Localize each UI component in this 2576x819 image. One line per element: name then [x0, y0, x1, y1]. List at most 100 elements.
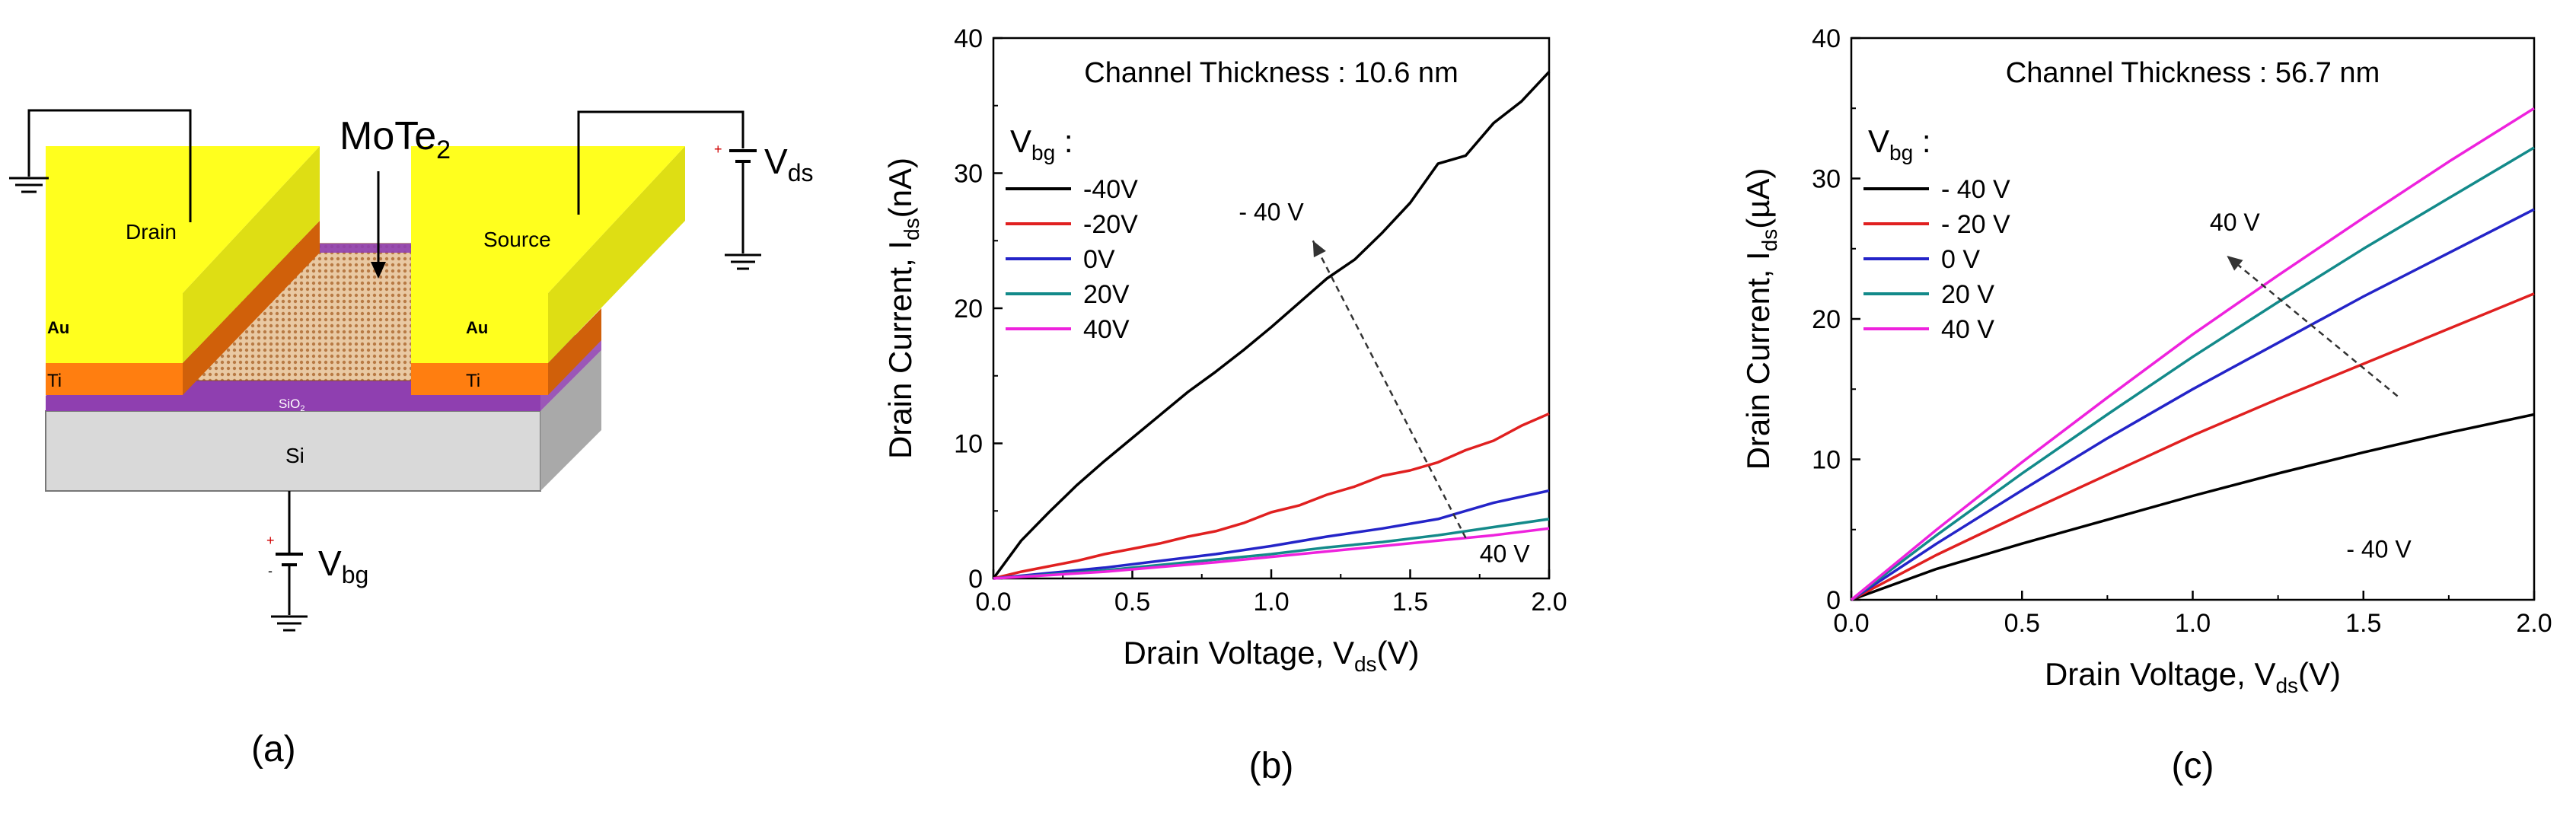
- legend-label-1: - 20 V: [1941, 210, 2010, 239]
- annotation-arrowhead: [2227, 255, 2243, 271]
- legend-title-sub: bg: [1031, 141, 1055, 164]
- legend-label-1: -20V: [1083, 210, 1138, 239]
- vds-battery-icon: [725, 149, 761, 270]
- legend-title: Vbg :: [1868, 123, 1931, 164]
- ground-icon: [9, 177, 49, 193]
- series-line-4: [1850, 107, 2535, 601]
- vbg-label-sub: bg: [342, 561, 369, 588]
- y-axis-label-tail: (nA): [882, 158, 918, 218]
- ti-left-label: Ti: [47, 371, 62, 391]
- vbg-label-main: V: [318, 543, 342, 583]
- legend-label-2: 0V: [1083, 245, 1115, 274]
- y-tick-label: 10: [1812, 446, 1841, 475]
- x-axis-label-tail: (V): [2298, 656, 2341, 692]
- chart-b: 0.0 0.5 1.0 1.5 2.0 0 10 20 30 40 Channel Thicknes…: [882, 24, 1567, 786]
- source-wire: [577, 110, 744, 215]
- au-left-front-upper: [46, 146, 183, 293]
- source-label: Source: [483, 228, 551, 251]
- series-line-1: [993, 412, 1550, 580]
- ti-right-label: Ti: [466, 371, 480, 391]
- sio2-layer-front: [46, 396, 540, 411]
- x-tick-label: 0.0: [1833, 609, 1869, 638]
- x-axis-label-main: Drain Voltage, V: [1123, 635, 1354, 671]
- x-tick-label: 0.5: [1114, 588, 1150, 617]
- annotation-arrow-line: [1312, 240, 1467, 539]
- vbg-battery-icon: [271, 491, 308, 632]
- series-line-3: [1850, 146, 2535, 601]
- y-tick-label: 0: [1826, 586, 1841, 615]
- ti-right-front: [411, 363, 548, 395]
- y-axis-label-main: Drain Current, I: [882, 241, 918, 459]
- annotation-bottom-label: - 40 V: [2346, 536, 2412, 563]
- mote2-label-main: MoTe: [340, 114, 436, 158]
- plot-frame: [992, 37, 1551, 580]
- mote2-label-sub: 2: [436, 135, 451, 164]
- legend-label-0: - 40 V: [1941, 175, 2010, 204]
- x-axis-label-sub: ds: [1354, 652, 1377, 676]
- y-tick-label: 20: [954, 295, 983, 323]
- y-axis-label-tail: (µA): [1740, 168, 1776, 229]
- vbg-plus-sign: +: [266, 533, 275, 548]
- au-left-side: [183, 146, 320, 363]
- si-label: Si: [285, 444, 304, 467]
- x-axis-label-sub: ds: [2275, 674, 2298, 697]
- y-tick-label: 30: [954, 160, 983, 189]
- x-tick-label: 1.5: [2345, 609, 2381, 638]
- ti-left-front: [46, 363, 183, 395]
- chart-title: Channel Thickness : 10.6 nm: [1084, 57, 1458, 89]
- y-axis-label-sub: ds: [1758, 229, 1781, 252]
- annotation-arrow-line: [2226, 255, 2399, 397]
- si-substrate-side: [540, 350, 601, 491]
- x-tick-label: 2.0: [2516, 609, 2552, 638]
- mote2-label: MoTe2: [340, 114, 451, 164]
- device-schematic: Si SiO2 Drain Au Ti Source Au Ti MoTe2: [9, 109, 814, 770]
- y-axis-label: Drain Current, Ids(µA): [1740, 168, 1781, 470]
- series-line-2: [1851, 208, 2535, 601]
- au-right-front: [411, 293, 548, 363]
- legend-title-tail: :: [1913, 123, 1930, 159]
- legend-label-3: 20V: [1083, 280, 1130, 309]
- vbg-label: Vbg: [318, 543, 368, 588]
- vds-label-main: V: [764, 142, 788, 181]
- series-line-0: [1851, 413, 2535, 601]
- y-tick-label: 10: [954, 430, 983, 459]
- vds-plus-sign: +: [714, 142, 722, 157]
- annotation-bottom-label: 40 V: [1480, 540, 1530, 568]
- y-tick-label: 0: [968, 565, 983, 594]
- series-line-0: [992, 71, 1551, 580]
- legend-title-tail: :: [1055, 123, 1073, 159]
- legend-title: Vbg :: [1010, 123, 1073, 164]
- au-right-label: Au: [466, 318, 488, 337]
- mote2-arrowhead: [371, 262, 386, 279]
- sio2-label: SiO2: [279, 397, 304, 413]
- x-tick-label: 1.5: [1392, 588, 1428, 617]
- panel-caption: (b): [1249, 746, 1294, 786]
- vbg-minus-sign: -: [268, 563, 273, 578]
- legend-title-main: V: [1868, 123, 1889, 159]
- y-axis-label: Drain Current, Ids(nA): [882, 158, 923, 459]
- au-left-label: Au: [47, 318, 69, 337]
- legend-label-4: 40 V: [1941, 315, 1994, 344]
- chart-title: Channel Thickness : 56.7 nm: [2006, 57, 2380, 89]
- legend-label-3: 20 V: [1941, 280, 1994, 309]
- y-axis-label-main: Drain Current, I: [1740, 251, 1776, 470]
- x-axis-label: Drain Voltage, Vds(V): [2045, 656, 2341, 697]
- x-tick-label: 2.0: [1531, 588, 1567, 617]
- chart-c: 0.0 0.5 1.0 1.5 2.0 0 10 20 30 40 Channel Thicknes…: [1740, 24, 2552, 786]
- annotation-arrowhead: [1312, 241, 1326, 258]
- legend-label-4: 40V: [1083, 315, 1130, 344]
- vds-label-sub: ds: [788, 159, 814, 186]
- x-axis-label-main: Drain Voltage, V: [2045, 656, 2276, 692]
- y-tick-label: 40: [1812, 24, 1841, 53]
- au-left-front: [46, 293, 183, 363]
- legend-label-2: 0 V: [1941, 245, 1980, 274]
- y-tick-label: 30: [1812, 165, 1841, 194]
- y-axis-label-sub: ds: [900, 218, 923, 241]
- panel-caption: (c): [2172, 746, 2214, 786]
- series-line-1: [1851, 292, 2535, 601]
- au-right-side: [548, 146, 685, 363]
- drain-label: Drain: [126, 220, 177, 244]
- x-tick-label: 0.0: [975, 588, 1011, 617]
- annotation-top-label: - 40 V: [1239, 199, 1304, 226]
- legend-title-main: V: [1010, 123, 1031, 159]
